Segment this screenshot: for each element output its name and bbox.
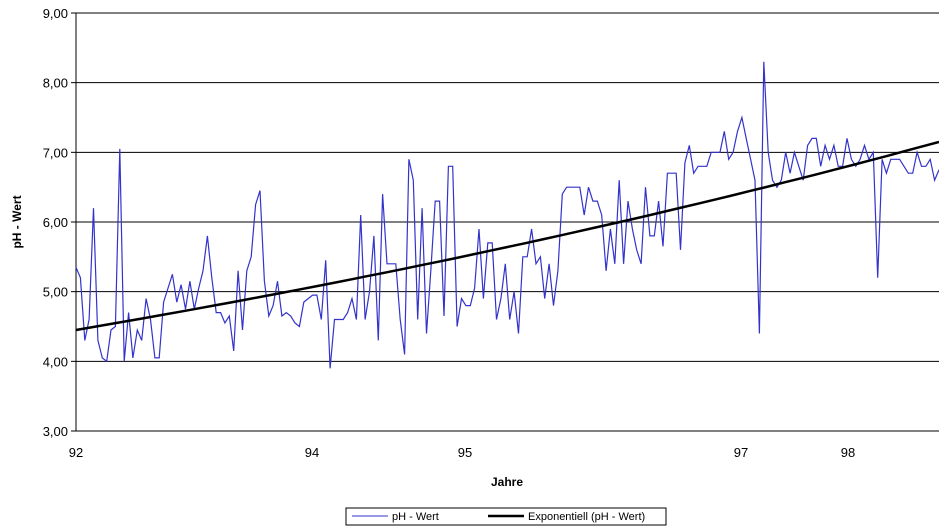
y-tick-label: 5,00 (43, 285, 68, 300)
legend: pH - Wert Exponentiell (pH - Wert) (345, 507, 667, 526)
legend-label-trend: Exponentiell (pH - Wert) (528, 511, 645, 523)
y-tick-label: 3,00 (43, 424, 68, 439)
y-tick-label: 4,00 (43, 354, 68, 369)
x-tick-label: 95 (458, 445, 472, 460)
x-tick-label: 97 (734, 445, 748, 460)
legend-label-ph: pH - Wert (392, 511, 439, 523)
y-tick-label: 8,00 (43, 76, 68, 91)
y-axis-title: pH - Wert (10, 195, 24, 248)
x-tick-label: 94 (305, 445, 319, 460)
series-exponential-trendline (75, 140, 939, 332)
y-tick-label: 9,00 (43, 6, 68, 21)
x-tick-label: 98 (841, 445, 855, 460)
y-tick-label: 6,00 (43, 215, 68, 230)
x-axis-title: Jahre (491, 475, 523, 489)
series-ph-wert-line (75, 61, 939, 369)
x-tick-label: 92 (69, 445, 83, 460)
plot-area (75, 61, 939, 369)
x-axis-ticks: 92 94 95 97 98 (69, 445, 855, 460)
y-axis-ticks: 3,00 4,00 5,00 6,00 7,00 8,00 9,00 (43, 6, 76, 439)
y-tick-label: 7,00 (43, 145, 68, 160)
gridlines (75, 12, 939, 432)
